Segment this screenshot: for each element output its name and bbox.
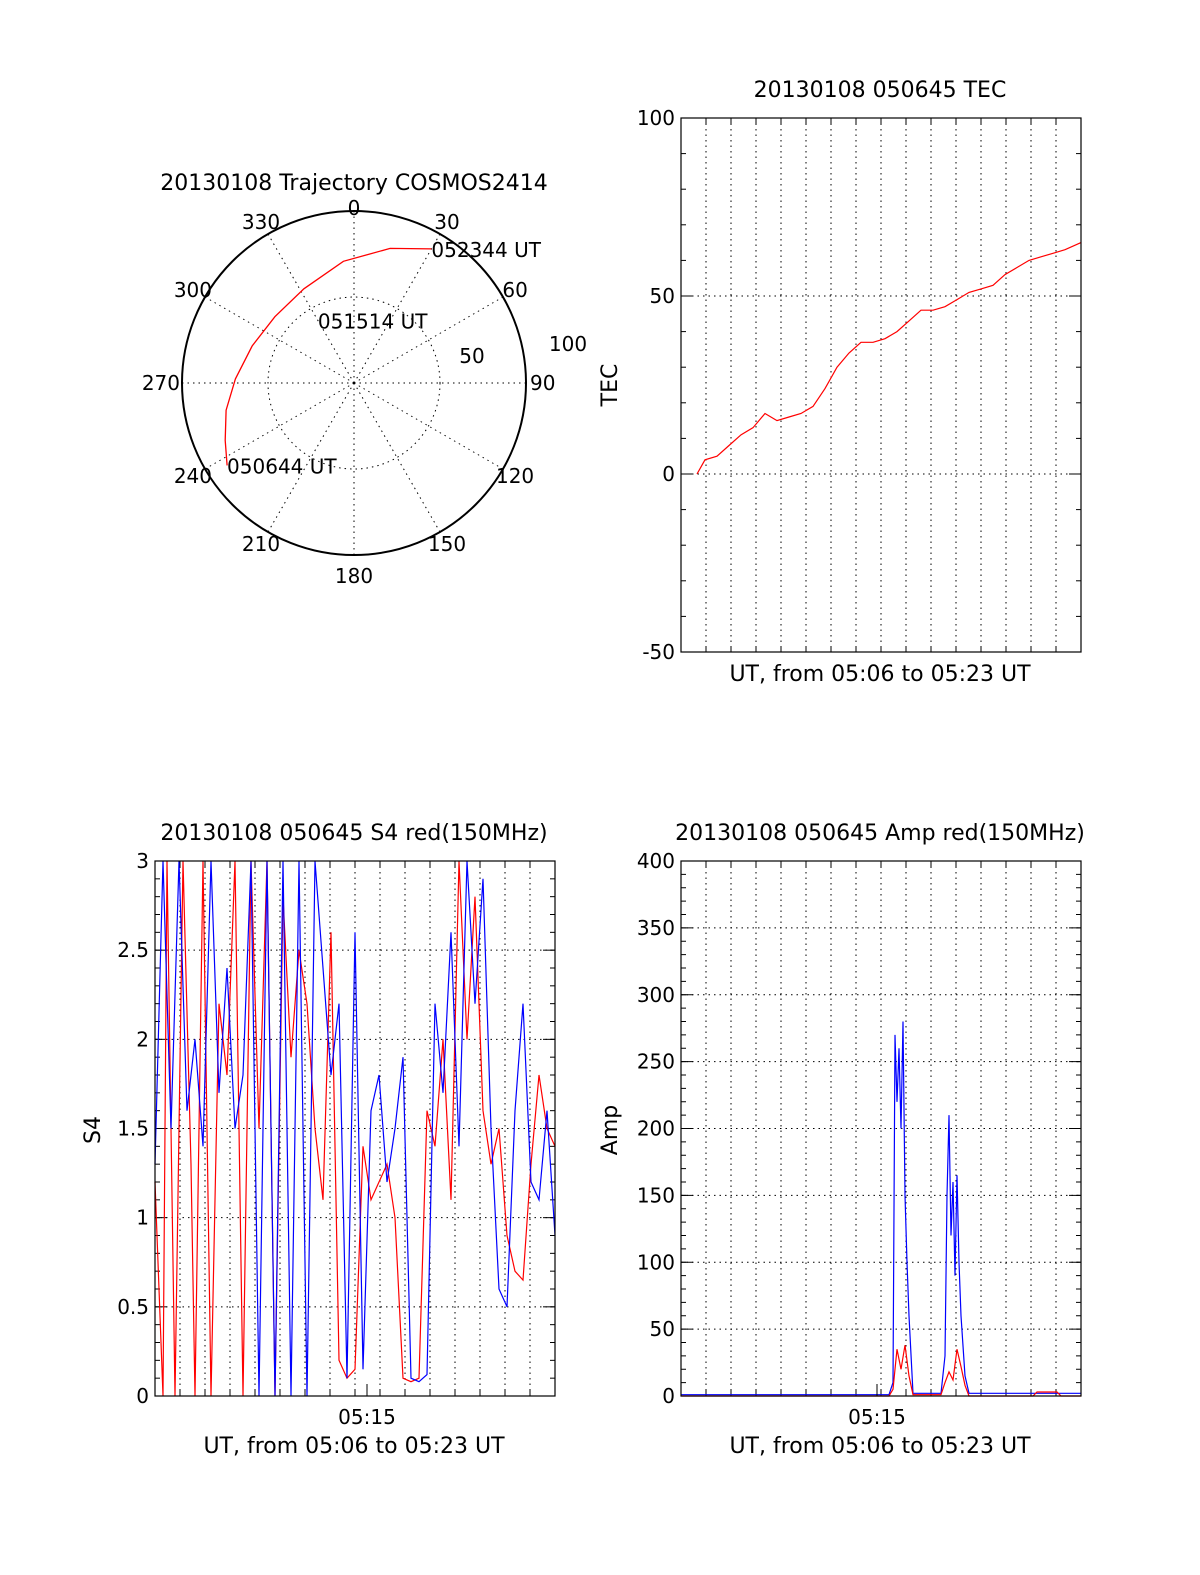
trajectory-title: 20130108 Trajectory COSMOS2414 [160,171,547,196]
polar-ring [267,296,441,470]
y-tick-label: 0 [662,462,675,486]
y-tick-label: 1 [136,1206,149,1230]
series-line-1 [681,1345,1081,1397]
y-tick-label: 3 [136,849,149,873]
s4-title: 20130108 050645 S4 red(150MHz) [160,821,547,846]
polar-angle-label: 300 [174,278,212,302]
s4-x-axis-label: UT, from 05:06 to 05:23 UT [203,1434,505,1459]
trajectory-polar-plot: 20130108 Trajectory COSMOS2414 0 30 60 90 12… [142,171,587,588]
polar-angle-label: 60 [502,278,527,302]
polar-angle-label: 120 [496,464,534,488]
s4-y-axis-label: S4 [81,1116,106,1144]
series-line-1 [154,860,556,1397]
trajectory-line [224,247,432,466]
y-tick-label: 50 [650,1317,675,1341]
y-tick-label: 2 [136,1027,149,1051]
polar-spoke [204,382,355,470]
y-tick-label: 100 [637,1250,675,1274]
polar-angle-label: 150 [428,532,466,556]
y-tick-label: 1.5 [117,1117,149,1141]
tec-x-axis-label: UT, from 05:06 to 05:23 UT [729,662,1031,687]
y-tick-label: 150 [637,1183,675,1207]
polar-angle-label: 210 [242,532,280,556]
tec-title: 20130108 050645 TEC [754,78,1007,103]
y-tick-label: 250 [637,1050,675,1074]
tec-plot: 20130108 050645 TEC UT, from 05:06 to 05… [598,78,1082,687]
y-tick-label: 200 [637,1117,675,1141]
polar-angle-label: 0 [348,196,361,220]
y-tick-label: 0.5 [117,1295,149,1319]
x-tick-label: 05:15 [848,1405,906,1429]
y-tick-label: 350 [637,916,675,940]
polar-angle-label: 240 [174,464,212,488]
y-tick-label: 50 [650,284,675,308]
polar-spoke [353,296,504,384]
x-tick-label: 05:15 [338,1405,396,1429]
amp-x-axis-label: UT, from 05:06 to 05:23 UT [729,1434,1031,1459]
polar-spoke [353,233,441,384]
polar-radial-label: 50 [459,344,484,368]
polar-angle-label: 180 [335,564,373,588]
trajectory-time-label: 052344 UT [431,238,541,262]
plot-frame [154,860,556,1397]
y-tick-label: 0 [136,1384,149,1408]
series-line-0 [696,242,1082,475]
y-tick-label: 300 [637,983,675,1007]
y-tick-label: -50 [642,640,675,664]
polar-spoke [353,382,504,470]
polar-angle-label: 30 [434,210,459,234]
plot-frame [680,117,1082,653]
amp-plot: 20130108 050645 Amp red(150MHz) UT, from… [598,821,1085,1459]
y-tick-label: 400 [637,849,675,873]
polar-spoke [267,382,355,533]
polar-angle-label: 90 [530,371,555,395]
amp-title: 20130108 050645 Amp red(150MHz) [675,821,1085,846]
trajectory-time-label: 051514 UT [318,309,428,333]
series-line-0 [154,860,556,1397]
polar-outer-circle [181,210,527,556]
tec-y-axis-label: TEC [598,364,623,408]
y-tick-label: 100 [637,106,675,130]
trajectory-time-label: 050644 UT [227,454,337,478]
y-tick-label: 2.5 [117,938,149,962]
polar-angle-label: 330 [242,210,280,234]
s4-plot: 20130108 050645 S4 red(150MHz) UT, from … [81,821,556,1459]
polar-radial-label: 100 [549,332,587,356]
polar-spoke [267,233,355,384]
polar-spoke [353,382,441,533]
plot-frame [680,860,1082,1397]
polar-spoke [204,296,355,384]
amp-y-axis-label: Amp [598,1105,623,1155]
polar-angle-label: 270 [142,371,180,395]
y-tick-label: 0 [662,1384,675,1408]
